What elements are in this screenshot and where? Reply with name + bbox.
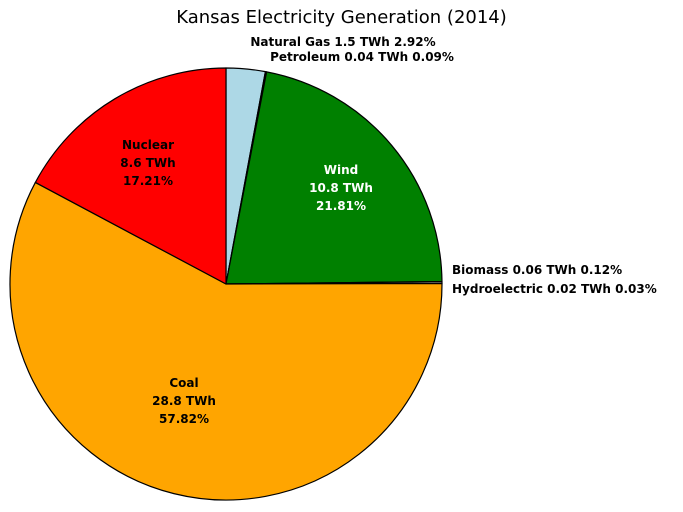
slice-label-petroleum: Petroleum 0.04 TWh 0.09%	[270, 50, 454, 64]
slice-label-wind: Wind 10.8 TWh 21.81%	[309, 163, 373, 213]
slice-label-coal: Coal 28.8 TWh 57.82%	[152, 376, 216, 426]
slice-label-nuclear: Nuclear 8.6 TWh 17.21%	[120, 138, 175, 188]
pie-slice-nuclear	[34, 67, 227, 285]
slice-label-biomass: Biomass 0.06 TWh 0.12%	[452, 263, 622, 277]
slice-label-hydroelectric: Hydroelectric 0.02 TWh 0.03%	[452, 282, 657, 296]
pie-slice-coal	[9, 181, 443, 501]
slice-label-natural-gas: Natural Gas 1.5 TWh 2.92%	[250, 35, 435, 49]
pie-slice-wind	[225, 71, 443, 285]
chart-title: Kansas Electricity Generation (2014)	[176, 7, 507, 28]
